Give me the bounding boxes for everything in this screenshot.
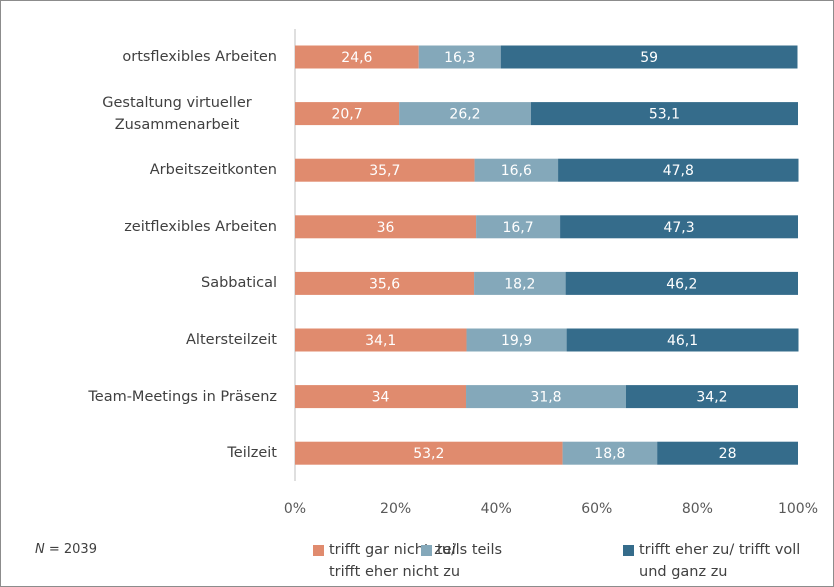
data-label: 31,8 — [530, 390, 561, 406]
category-text: Gestaltung virtueller Zusammenarbeit — [102, 94, 252, 133]
data-label: 53,1 — [649, 107, 680, 123]
bar-segment — [530, 102, 798, 126]
data-label: 24,6 — [341, 50, 372, 66]
bar-segment — [500, 45, 798, 69]
category-label: Sabbatical — [17, 272, 277, 294]
bar-segment — [476, 215, 561, 239]
data-label: 34 — [372, 390, 390, 406]
category-text: ortsflexibles Arbeiten — [122, 49, 277, 65]
data-label: 28 — [719, 446, 737, 462]
data-label: 18,2 — [504, 276, 535, 292]
bar-segment — [466, 328, 567, 352]
bar-segment — [560, 215, 798, 239]
sample-size-note: N = 2039 — [35, 542, 97, 557]
legend-item: trifft eher zu/ trifft voll und ganz zu — [623, 539, 819, 583]
category-label: Altersteilzeit — [17, 329, 277, 351]
x-tick-label: 40% — [481, 501, 512, 517]
category-label: zeitflexibles Arbeiten — [17, 216, 277, 238]
bar-segment — [466, 385, 626, 409]
bar-segment — [295, 385, 467, 409]
data-label: 46,2 — [666, 276, 697, 292]
data-label: 46,1 — [667, 333, 698, 349]
bar-segment — [474, 271, 566, 295]
data-label: 53,2 — [413, 446, 444, 462]
bar-segment — [295, 45, 419, 69]
data-label: 20,7 — [331, 107, 362, 123]
bar-segment — [566, 328, 799, 352]
category-label: Team-Meetings in Präsenz — [17, 386, 277, 408]
bar-segment — [399, 102, 531, 126]
legend-swatch — [623, 545, 634, 556]
bar-segment — [295, 328, 467, 352]
bar-segment — [562, 441, 658, 465]
category-text: Altersteilzeit — [186, 332, 277, 348]
data-label: 47,8 — [663, 163, 694, 179]
category-text: Sabbatical — [201, 275, 277, 292]
category-label: ortsflexibles Arbeiten — [17, 46, 277, 68]
bar-segment — [558, 158, 799, 182]
category-text: Teilzeit — [227, 445, 277, 462]
bar-segment — [295, 441, 563, 465]
category-label: Teilzeit — [17, 442, 277, 464]
data-label: 16,7 — [502, 220, 533, 236]
x-tick-label: 20% — [380, 501, 411, 517]
x-tick-label: 0% — [284, 501, 306, 517]
data-label: 34,2 — [696, 390, 727, 406]
bar-segment — [295, 158, 475, 182]
data-label: 16,6 — [501, 163, 532, 179]
bar-segment — [625, 385, 798, 409]
x-tick-label: 80% — [682, 501, 713, 517]
data-label: 19,9 — [501, 333, 532, 349]
data-label: 47,3 — [663, 220, 694, 236]
category-label: Arbeitszeitkonten — [17, 159, 277, 181]
bar-segment — [418, 45, 501, 69]
legend-label: teils teils — [437, 542, 503, 558]
bar-segment — [295, 215, 477, 239]
data-label: 34,1 — [365, 333, 396, 349]
category-text: Team-Meetings in Präsenz — [88, 388, 277, 405]
bar-segment — [657, 441, 798, 465]
bar-segment — [474, 158, 559, 182]
data-label: 35,6 — [369, 276, 400, 292]
x-tick-label: 60% — [581, 501, 612, 517]
data-label: 59 — [640, 50, 658, 66]
data-label: 26,2 — [449, 107, 480, 123]
category-text: zeitflexibles Arbeiten — [124, 218, 277, 235]
x-tick-label: 100% — [778, 501, 818, 517]
category-text: Arbeitszeitkonten — [149, 162, 277, 179]
data-label: 36 — [377, 220, 395, 236]
legend-label: trifft eher zu/ trifft voll und ganz zu — [639, 542, 801, 580]
legend-swatch — [313, 545, 324, 556]
bar-segment — [565, 271, 798, 295]
legend-item: teils teils — [421, 539, 627, 561]
data-label: 35,7 — [369, 163, 400, 179]
bar-segment — [295, 271, 475, 295]
category-label: Gestaltung virtueller Zusammenarbeit — [17, 92, 277, 136]
data-label: 18,8 — [594, 446, 625, 462]
legend-swatch — [421, 545, 432, 556]
bar-segment — [295, 102, 400, 126]
data-label: 16,3 — [444, 50, 475, 66]
